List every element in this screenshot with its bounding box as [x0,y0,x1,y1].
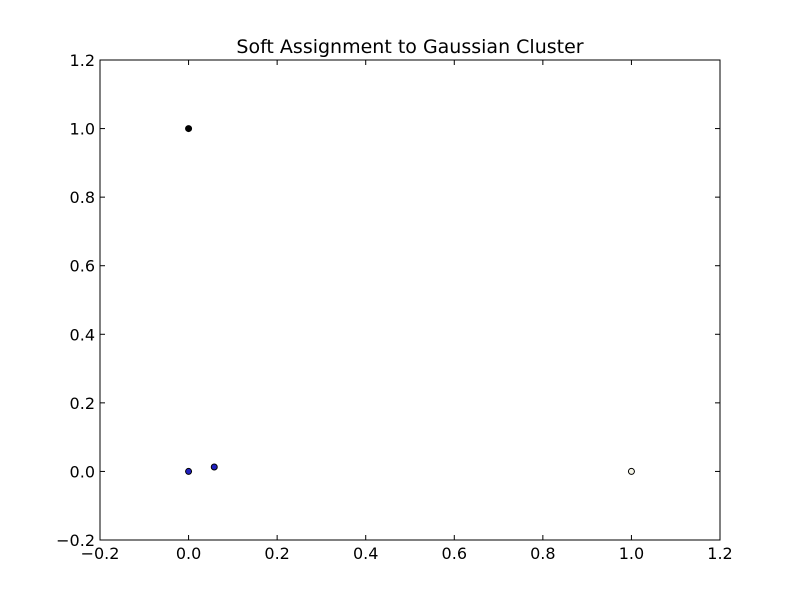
axis-ticks: −0.2 0.0 0.2 0.4 0.6 0.8 1.0 1.2 −0.2 0.0 0.2 0.4 0.… [56,51,733,563]
x-tick-label: 0.2 [264,544,289,563]
x-tick-label: 0.8 [530,544,555,563]
plot-area [99,59,721,541]
y-tick-label: 0.2 [70,394,95,413]
data-point [185,125,193,133]
x-tick-label: 1.0 [619,544,644,563]
data-point [185,467,193,475]
data-point [210,463,218,471]
y-tick-label: 0.6 [70,257,95,276]
y-tick-label: 1.2 [70,51,95,70]
x-tick-label: −0.2 [81,544,120,563]
data-point [627,467,635,475]
y-tick-label: −0.2 [56,531,95,550]
y-tick-label: 0.8 [70,188,95,207]
data-points [185,125,635,475]
y-tick-label: 1.0 [70,120,95,139]
y-tick-label: 0.4 [70,325,95,344]
x-tick-label: 1.2 [707,544,732,563]
chart-title: Soft Assignment to Gaussian Cluster [236,36,583,58]
x-tick-label: 0.0 [176,544,201,563]
x-tick-label: 0.6 [442,544,467,563]
y-tick-label: 0.0 [70,462,95,481]
x-tick-label: 0.4 [353,544,378,563]
